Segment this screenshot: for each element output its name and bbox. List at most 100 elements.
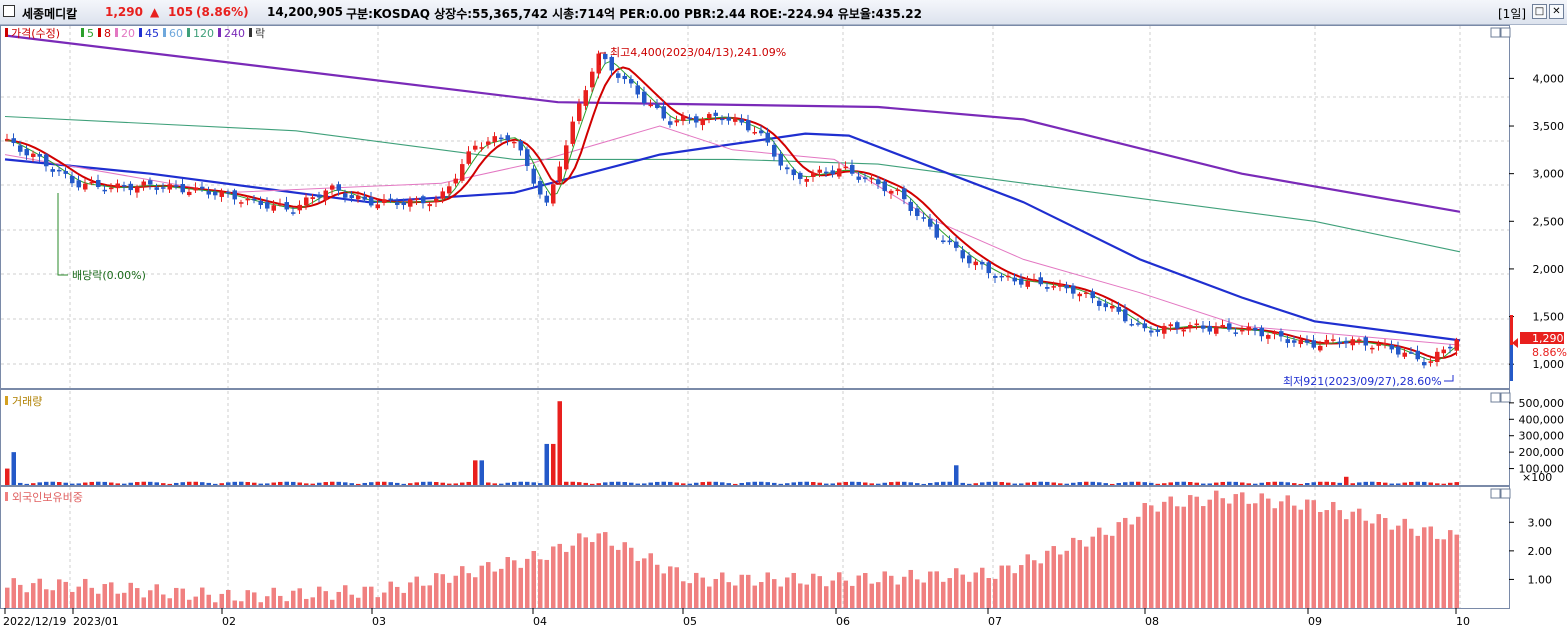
- candle: [1240, 325, 1245, 335]
- volume-bar: [583, 482, 588, 485]
- candle: [908, 198, 913, 216]
- volume-bar: [89, 481, 94, 485]
- volume-bar: [44, 481, 49, 485]
- restore-button[interactable]: □: [1532, 4, 1547, 19]
- foreign-bar: [239, 601, 244, 608]
- volume-bar: [1285, 482, 1290, 485]
- candle: [765, 127, 770, 146]
- volume-bar: [1292, 483, 1297, 485]
- candle: [1207, 321, 1212, 335]
- candle: [1064, 281, 1069, 294]
- foreign-bar: [1422, 527, 1427, 608]
- close-volume-icon[interactable]: [1500, 392, 1511, 403]
- foreign-bar: [1363, 520, 1368, 608]
- volume-panel: [0, 389, 1510, 486]
- foreign-bar: [5, 587, 10, 608]
- candle: [1292, 336, 1297, 347]
- foreign-bar: [369, 586, 374, 608]
- candle: [265, 197, 270, 212]
- volume-bar: [1175, 481, 1180, 485]
- foreign-bar: [232, 600, 237, 608]
- candle: [1181, 327, 1186, 337]
- candle: [115, 179, 120, 193]
- volume-bar: [668, 481, 673, 485]
- foreign-bar: [96, 593, 101, 608]
- volume-bar: [180, 482, 185, 485]
- close-button[interactable]: ✕: [1549, 4, 1564, 19]
- volume-bars: [5, 401, 1459, 485]
- candle: [174, 180, 179, 190]
- date-tick-label: 2023/01: [73, 615, 119, 628]
- candle: [70, 171, 75, 188]
- stock-chart[interactable]: 가격(수정) 5 8 20 45 60 120 240 락 거래량 외국인보유비중 최고4,40…: [0, 25, 1567, 630]
- candle: [414, 196, 419, 205]
- candle: [739, 114, 744, 126]
- volume-bar: [102, 481, 107, 485]
- volume-bar: [518, 481, 523, 485]
- volume-bar: [1194, 482, 1199, 485]
- volume-bar: [57, 482, 62, 485]
- ma120-line: [4, 115, 1461, 253]
- chart-select-checkbox[interactable]: [3, 5, 15, 17]
- date-tick-label: 08: [1145, 615, 1159, 628]
- candle: [759, 125, 764, 136]
- stock-name: 세종메디칼: [22, 7, 78, 21]
- foreign-bar: [1123, 517, 1128, 608]
- candle: [102, 184, 107, 194]
- foreign-bar: [947, 578, 952, 608]
- foreign-bar: [1292, 505, 1297, 608]
- foreign-bar: [401, 592, 406, 608]
- close-foreign-icon[interactable]: [1500, 488, 1511, 499]
- volume-bar: [928, 482, 933, 485]
- foreign-bar: [902, 576, 907, 608]
- foreign-bar: [1259, 493, 1264, 608]
- volume-bar: [525, 481, 530, 485]
- candle: [1097, 297, 1102, 311]
- price-tick-label: 3,500: [1533, 120, 1565, 133]
- period-label[interactable]: [1일]: [1498, 7, 1527, 21]
- foreign-bar: [1064, 550, 1069, 608]
- price-legend: 가격(수정) 5 8 20 45 60 120 240 락: [5, 27, 265, 40]
- candle: [278, 198, 283, 207]
- volume-bar: [739, 482, 744, 485]
- legend-label: 60: [169, 27, 183, 40]
- volume-bar: [414, 482, 419, 485]
- volume-bar: [960, 482, 965, 485]
- maximize-panel-icon[interactable]: [1490, 27, 1501, 38]
- volume-bar: [609, 481, 614, 485]
- foreign-bar: [869, 583, 874, 608]
- candle: [239, 199, 244, 208]
- foreign-bar: [525, 558, 530, 608]
- maximize-foreign-icon[interactable]: [1490, 488, 1501, 499]
- volume-unit: ×100: [1522, 471, 1552, 484]
- foreign-bar: [1162, 501, 1167, 608]
- volume-bar: [622, 482, 627, 485]
- volume-bar: [1422, 481, 1427, 485]
- candle: [1266, 333, 1271, 345]
- foreign-bar: [206, 594, 211, 608]
- foreign-bar: [622, 542, 627, 608]
- volume-bar: [388, 482, 393, 485]
- candle: [778, 150, 783, 171]
- maximize-volume-icon[interactable]: [1490, 392, 1501, 403]
- candle: [466, 146, 471, 166]
- volume-bar: [297, 482, 302, 485]
- panel-controls[interactable]: [1490, 27, 1511, 499]
- close-panel-icon[interactable]: [1500, 27, 1511, 38]
- volume-bar: [1383, 482, 1388, 485]
- foreign-bar: [1181, 506, 1186, 608]
- volume-bar: [713, 481, 718, 485]
- volume-bar: [1428, 482, 1433, 485]
- volume-bar: [557, 401, 562, 485]
- candle: [713, 109, 718, 121]
- candle: [824, 167, 829, 178]
- candle: [609, 55, 614, 76]
- candle: [642, 86, 647, 107]
- volume-bar: [824, 483, 829, 485]
- volume-bar: [616, 481, 621, 485]
- volume-bar: [1155, 483, 1160, 485]
- volume-bar: [1129, 481, 1134, 485]
- candle: [1370, 345, 1375, 354]
- foreign-bar: [752, 585, 757, 608]
- foreign-bar: [1051, 546, 1056, 608]
